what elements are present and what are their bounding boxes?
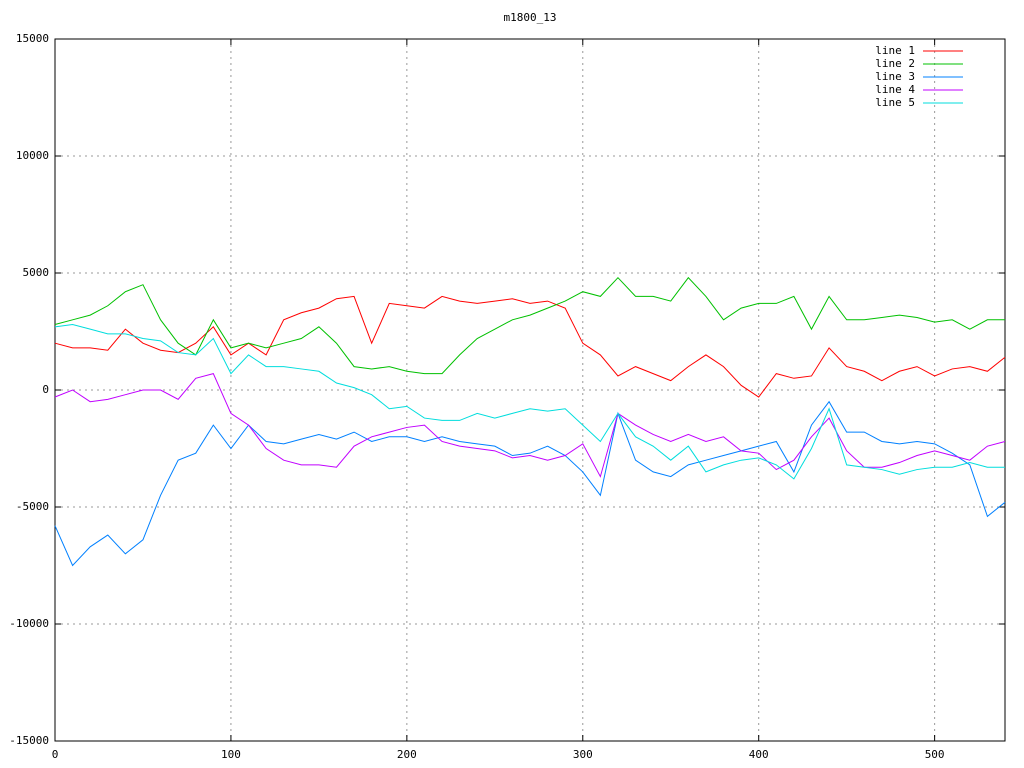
chart-title: m1800_13 bbox=[504, 11, 557, 24]
series-line bbox=[54, 295, 1006, 398]
y-tick-label: -10000 bbox=[9, 617, 49, 630]
x-tick-label: 0 bbox=[52, 748, 59, 761]
y-tick-label: 0 bbox=[42, 383, 49, 396]
y-tick-label: -15000 bbox=[9, 734, 49, 747]
legend-label: line 3 bbox=[875, 70, 915, 83]
y-tick-label: 10000 bbox=[16, 149, 49, 162]
x-tick-label: 300 bbox=[573, 748, 593, 761]
series-line bbox=[54, 373, 1006, 478]
legend-label: line 5 bbox=[875, 96, 915, 109]
y-tick-label: 15000 bbox=[16, 32, 49, 45]
x-tick-label: 500 bbox=[925, 748, 945, 761]
y-tick-label: -5000 bbox=[16, 500, 49, 513]
y-tick-label: 5000 bbox=[23, 266, 50, 279]
x-tick-label: 200 bbox=[397, 748, 417, 761]
legend-label: line 4 bbox=[875, 83, 915, 96]
x-tick-label: 400 bbox=[749, 748, 769, 761]
series-line bbox=[54, 323, 1005, 480]
series-line bbox=[54, 276, 1005, 375]
x-tick-label: 100 bbox=[221, 748, 241, 761]
legend-label: line 2 bbox=[875, 57, 915, 70]
series-line bbox=[54, 400, 1006, 567]
legend-label: line 1 bbox=[875, 44, 915, 57]
